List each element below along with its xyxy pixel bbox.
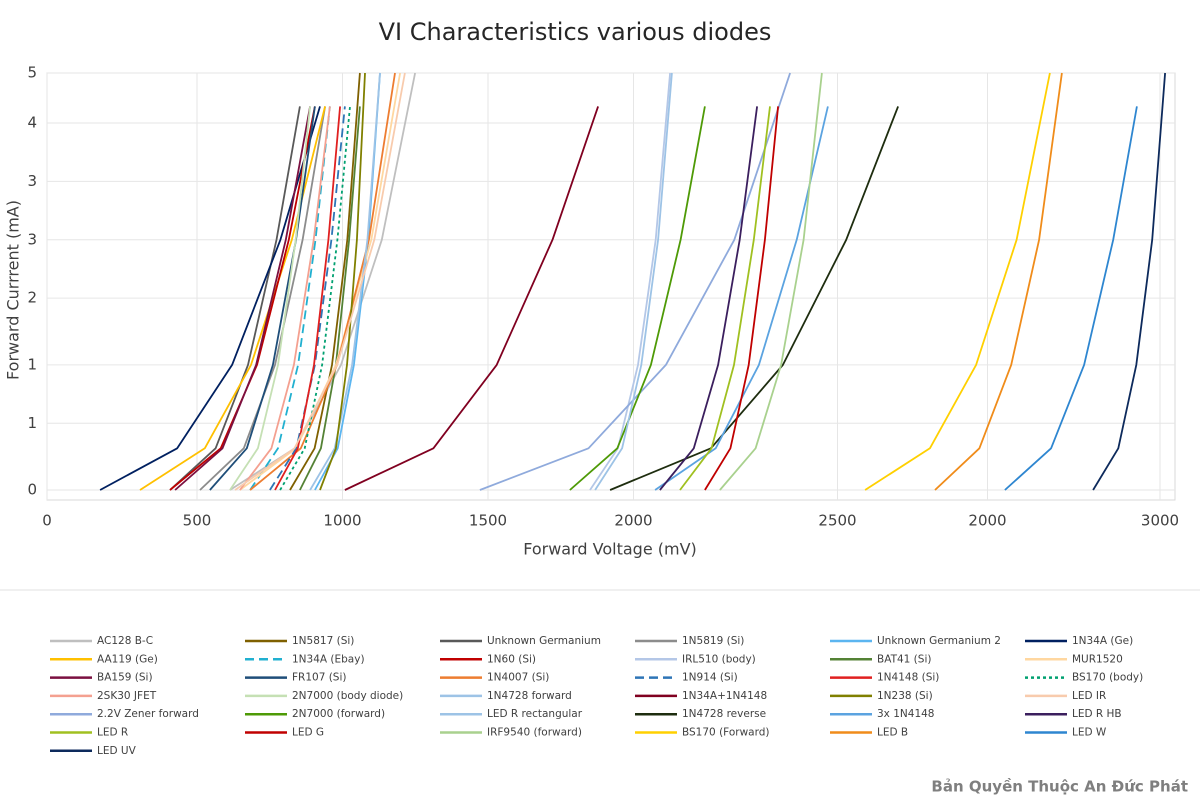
series-line <box>1092 72 1166 491</box>
legend-label: IRL510 (body) <box>682 653 756 665</box>
x-tick-label: 3000 <box>1141 512 1179 530</box>
legend-label: 1N60 (Si) <box>487 653 536 665</box>
legend-label: MUR1520 <box>1072 653 1123 665</box>
series-line <box>239 106 331 491</box>
legend-label: LED R <box>97 727 128 739</box>
series-line <box>589 72 671 491</box>
x-tick-label: 0 <box>42 512 52 530</box>
series-line <box>934 72 1063 491</box>
legend-label: LED UV <box>97 745 137 757</box>
x-tick-label: 500 <box>183 512 212 530</box>
legend-label: AC128 B-C <box>97 635 153 647</box>
x-tick-label: 1500 <box>469 512 507 530</box>
legend-label: 1N5819 (Si) <box>682 635 744 647</box>
y-tick-label: 3 <box>27 172 37 190</box>
x-axis-label: Forward Voltage (mV) <box>523 540 697 559</box>
series-line <box>274 106 341 491</box>
series-line <box>1004 106 1138 491</box>
legend-label: 1N914 (Si) <box>682 672 738 684</box>
legend-label: 1N34A (Ge) <box>1072 635 1133 647</box>
y-tick-label: 0 <box>27 480 37 498</box>
y-tick-label: 4 <box>27 114 37 132</box>
legend-label: LED R HB <box>1072 708 1122 720</box>
legend-label: LED R rectangular <box>487 708 583 720</box>
legend-label: FR107 (Si) <box>292 672 347 684</box>
series-line <box>719 72 823 491</box>
series-line <box>704 106 779 491</box>
legend-label: 2SK30 JFET <box>97 690 157 702</box>
series-line <box>609 106 899 491</box>
chart-title: VI Characteristics various diodes <box>379 18 772 46</box>
legend-label: Unknown Germanium 2 <box>877 635 1001 647</box>
legend-label: BS170 (Forward) <box>682 727 769 739</box>
legend-label: BS170 (body) <box>1072 672 1143 684</box>
x-tick-label: 1000 <box>323 512 361 530</box>
legend-label: 1N4728 forward <box>487 690 572 702</box>
series-line <box>229 106 311 491</box>
series-line <box>344 106 599 491</box>
y-tick-label: 3 <box>27 230 37 248</box>
series-line <box>169 106 301 491</box>
legend-label: LED IR <box>1072 690 1106 702</box>
legend-label: 2N7000 (forward) <box>292 708 385 720</box>
legend-label: 1N4148 (Si) <box>877 672 939 684</box>
series-line <box>594 72 673 491</box>
legend-label: AA119 (Ge) <box>97 653 158 665</box>
legend-label: LED W <box>1072 727 1107 739</box>
series-line <box>289 72 361 491</box>
legend-label: 1N5817 (Si) <box>292 635 354 647</box>
series-line <box>479 72 791 491</box>
legend-label: Unknown Germanium <box>487 635 601 647</box>
series-line <box>199 106 326 491</box>
series-line <box>239 72 401 491</box>
x-tick-label: 2000 <box>614 512 652 530</box>
legend-label: 1N4728 reverse <box>682 708 766 720</box>
legend-label: 1N34A+1N4148 <box>682 690 767 702</box>
legend-label: 2.2V Zener forward <box>97 708 199 720</box>
legend-label: IRF9540 (forward) <box>487 727 582 739</box>
series-line <box>209 106 316 491</box>
x-tick-label: 2000 <box>968 512 1006 530</box>
series-line <box>234 72 406 491</box>
legend-label: 1N34A (Ebay) <box>292 653 365 665</box>
series-line <box>319 72 366 491</box>
legend-label: 3x 1N4148 <box>877 708 935 720</box>
legend-label: 1N238 (Si) <box>877 690 933 702</box>
legend-label: BAT41 (Si) <box>877 653 931 665</box>
y-tick-label: 5 <box>27 64 37 82</box>
series-line <box>679 106 771 491</box>
y-tick-label: 1 <box>27 355 37 373</box>
x-tick-label: 2500 <box>818 512 856 530</box>
y-tick-label: 2 <box>27 289 37 307</box>
series-line <box>309 72 381 491</box>
series-line <box>174 106 311 491</box>
series-line <box>659 106 758 491</box>
y-tick-label: 1 <box>27 414 37 432</box>
legend-label: 2N7000 (body diode) <box>292 690 403 702</box>
legend-label: 1N4007 (Si) <box>487 672 549 684</box>
series-line <box>569 106 706 491</box>
series-line <box>249 106 331 491</box>
y-axis-label: Forward Currrent (mA) <box>4 200 23 380</box>
series-line <box>864 72 1051 491</box>
footer: Bản Quyền Thuộc An Đức Phát <box>931 777 1188 796</box>
legend-label: LED G <box>292 727 324 739</box>
series-line <box>654 106 829 491</box>
series-line <box>279 106 351 491</box>
legend-label: LED B <box>877 727 908 739</box>
legend-label: BA159 (Si) <box>97 672 153 684</box>
